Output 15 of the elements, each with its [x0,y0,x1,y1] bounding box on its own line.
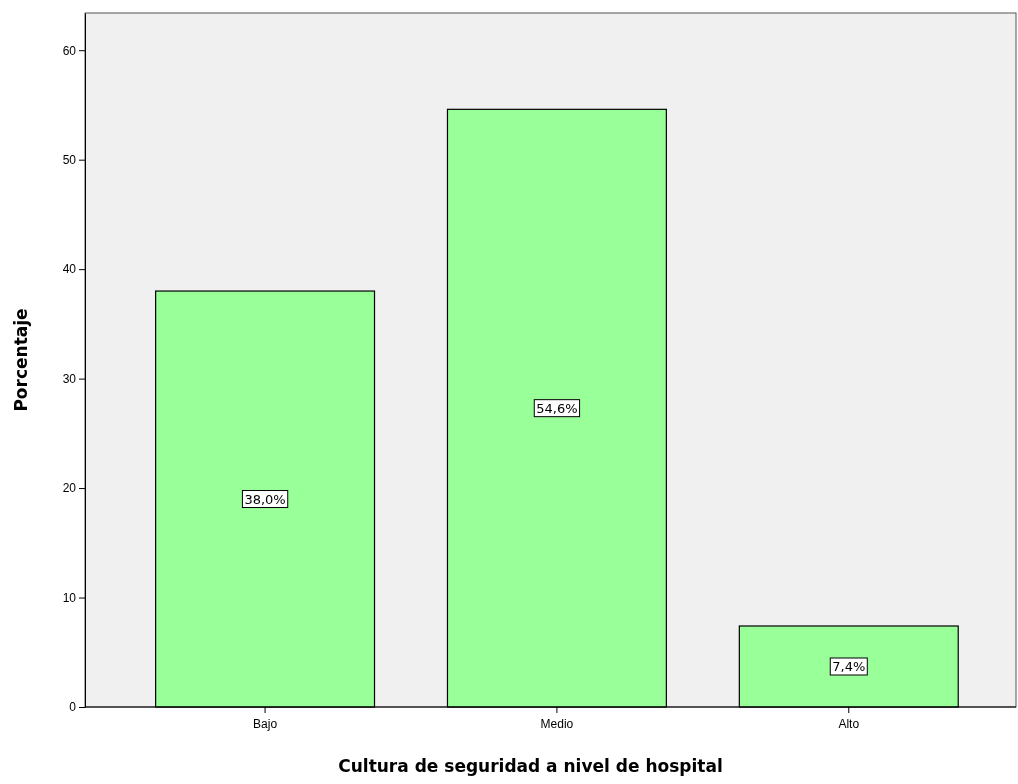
x-tick-label: Medio [540,717,574,731]
x-tick-label: Bajo [253,717,278,731]
y-tick-label: 20 [62,481,77,496]
data-label: 7,4% [832,659,866,674]
data-label: 38,0% [244,491,286,507]
y-tick-label: 30 [62,371,77,386]
y-axis-title: Porcentaje [11,308,31,412]
y-tick-label: 60 [62,43,77,58]
y-tick-label: 0 [69,700,77,715]
y-tick-label: 10 [62,590,77,605]
y-tick-label: 50 [62,153,77,168]
data-label: 54,6% [536,400,578,416]
y-tick-label: 40 [62,262,77,277]
x-tick-label: Alto [838,717,860,731]
x-axis-title: Cultura de seguridad a nivel de hospital [338,756,723,776]
